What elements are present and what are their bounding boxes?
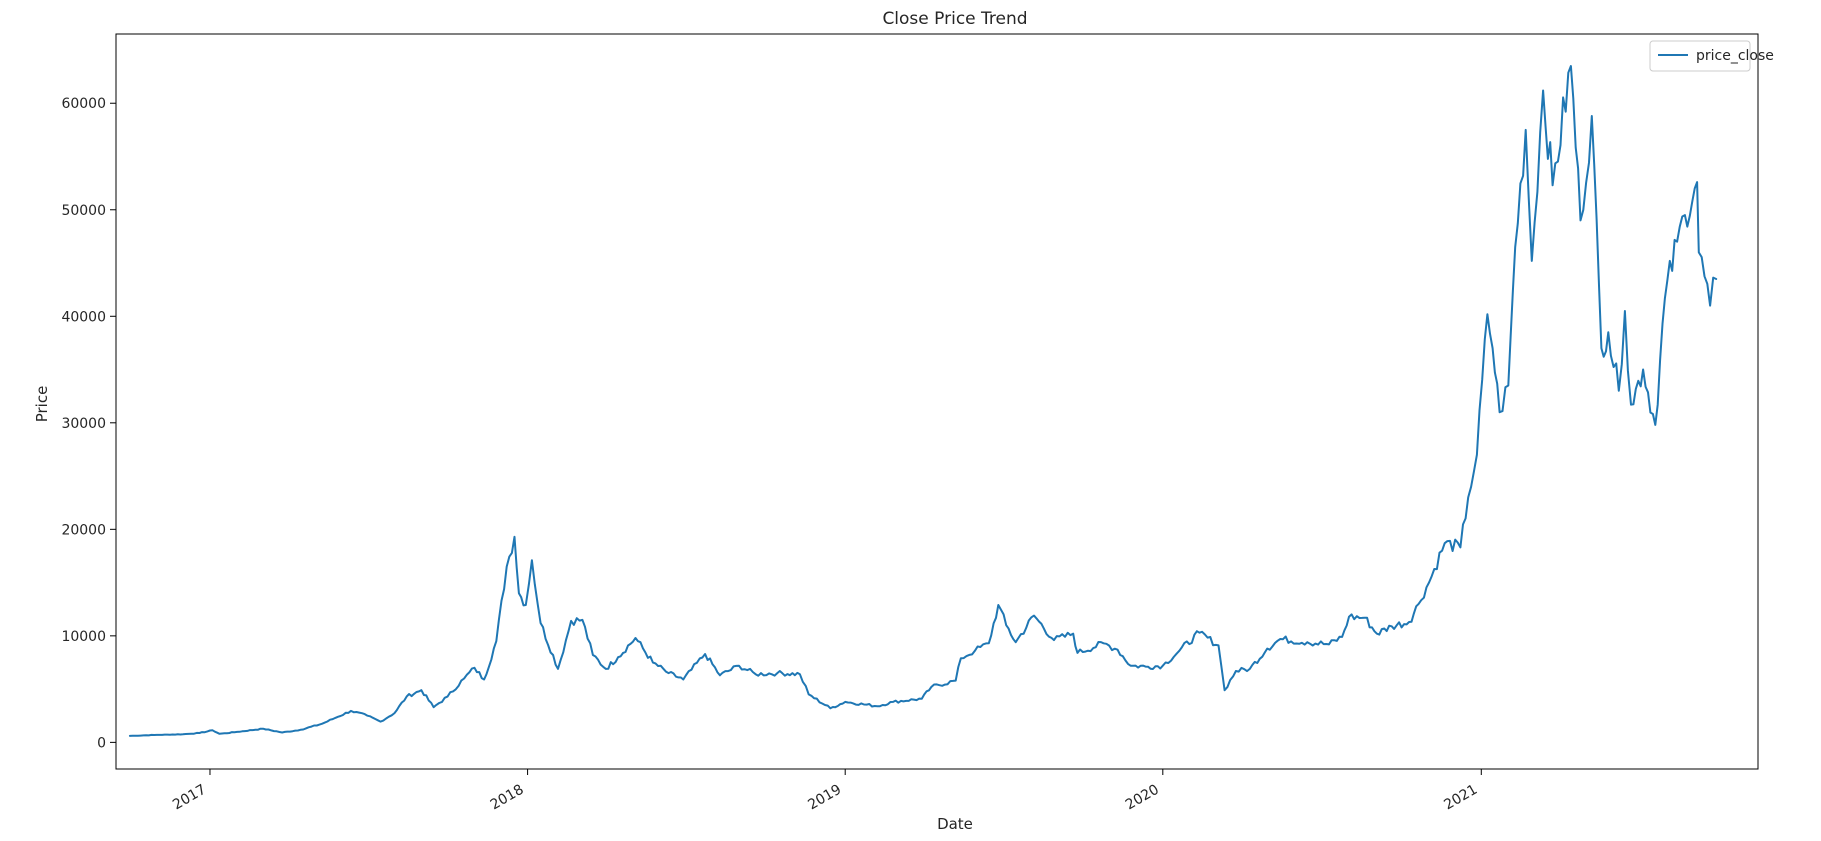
y-tick-label: 20000 bbox=[61, 522, 106, 538]
x-tick-label: 2020 bbox=[1123, 782, 1162, 814]
legend-box bbox=[1649, 40, 1751, 72]
y-tick-label: 60000 bbox=[61, 96, 106, 112]
x-tick-label: 2018 bbox=[488, 782, 527, 814]
y-axis-label: Price bbox=[33, 386, 51, 423]
y-tick-label: 10000 bbox=[61, 629, 106, 645]
x-tick-label: 2017 bbox=[170, 782, 209, 814]
plot-frame bbox=[115, 33, 1759, 770]
y-tick-label: 0 bbox=[97, 735, 106, 751]
y-tick-label: 50000 bbox=[61, 203, 106, 219]
legend-label-price-close: price_close bbox=[1696, 48, 1774, 64]
x-axis-label: Date bbox=[937, 815, 973, 833]
y-axis: 0 10000 20000 30000 40000 50000 60000 bbox=[61, 96, 116, 751]
x-axis: 2017 2018 2019 2020 2021 bbox=[170, 769, 1482, 814]
x-tick-label: 2019 bbox=[805, 782, 844, 814]
legend: price_close bbox=[1649, 40, 1774, 72]
x-tick-label: 2021 bbox=[1441, 782, 1480, 814]
plot-area: 0 10000 20000 30000 40000 50000 60000 2017 2018… bbox=[61, 33, 1759, 814]
series-line-price-close bbox=[128, 65, 1718, 737]
chart-title: Close Price Trend bbox=[882, 9, 1027, 29]
y-tick-label: 40000 bbox=[61, 309, 106, 325]
y-tick-label: 30000 bbox=[61, 416, 106, 432]
